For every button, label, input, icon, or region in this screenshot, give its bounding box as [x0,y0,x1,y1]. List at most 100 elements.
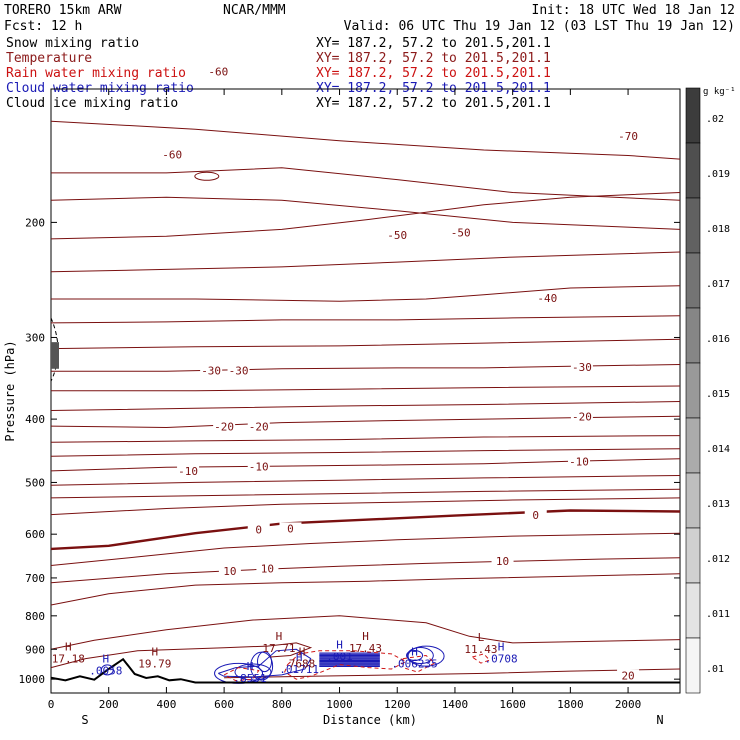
temperature-isotherm [50,532,681,566]
extremum-letter: H [336,639,343,652]
temperature-label-mask [247,523,270,536]
temperature-contours [50,120,681,679]
extremum-value: .001 [326,651,353,664]
extremum-value: .8551 [234,672,267,685]
colorbar-bin [685,417,701,474]
legend-field-name: Cloud ice mixing ratio [6,96,178,111]
temperature-isotherm-m50 [50,192,681,240]
x-tick-label: 2000 [615,698,642,711]
temperature-label: -50 [387,229,407,242]
temperature-isotherm [50,615,681,650]
legend-field-xy: XY= 187.2, 57.2 to 201.5,201.1 [316,36,551,51]
field-legend: Snow mixing ratio XY= 187.2, 57.2 to 201.… [6,36,551,111]
extremum-value: 17.43 [349,642,382,655]
extremum-letter: H [152,646,159,659]
x-tick-label: 1000 [326,698,353,711]
temperature-label-mask [247,420,270,433]
colorbar-label: .012 [706,554,730,565]
init-time: Init: 18 UTC Wed 18 Jan 12 [532,3,736,18]
y-tick-label: 300 [25,331,45,344]
temperature-isotherm [50,642,313,669]
temperature-label-mask [227,364,250,377]
rain-water-contour [472,653,491,664]
legend-field-name: Snow mixing ratio [6,36,139,51]
y-tick-label: 900 [25,643,45,656]
temperature-isotherm-0 [50,509,681,551]
temperature-label: -10 [569,455,589,468]
temperature-label: -10 [178,465,198,478]
x-tick-label: 1600 [499,698,526,711]
temperature-isotherm-m20 [50,415,681,429]
rain-water-contour [284,650,407,680]
extremum-letter: H [296,651,303,664]
rain-water-contour [402,654,436,673]
x-tick-label: 1200 [384,698,411,711]
colorbar-unit: g kg⁻¹ [703,87,736,97]
extremum-letter: H [247,660,254,673]
temperature-label: -20 [572,411,592,424]
y-tick-label: 700 [25,572,45,585]
temperature-isotherm-10 [50,557,681,584]
y-tick-label: 500 [25,476,45,489]
temperature-label-mask [207,65,230,78]
colorbar-bin [685,637,701,694]
extremum-value: .01711 [279,663,319,676]
temperature-labels: -60 -60 -70 -50 -50 -40 -30 -30 -30 -20 -20 -20 -10 -… [161,65,640,682]
temperature-label-mask [386,229,409,242]
extremum-value: .0708 [485,652,518,665]
x-tick-label: 1400 [442,698,469,711]
rain-water-contour [223,667,260,682]
plot-area: -60 -60 -70 -50 -50 -40 -30 -30 -30 -20 -20 -20 -10 -… [19,65,681,711]
cloud-water-contour [406,649,424,661]
snow-contour [50,317,59,382]
colorbar-bin [685,527,701,584]
temperature-label: 10 [261,563,274,576]
temperature-label-mask [279,522,302,535]
cloud-water-contour [406,646,434,664]
temperature-label-mask [617,669,640,682]
valid-time: Valid: 06 UTC Thu 19 Jan 12 (03 LST Thu … [344,19,735,34]
temperature-isotherm [50,401,681,411]
extremum-value: 19.79 [138,658,171,671]
temperature-label: -60 [208,66,228,79]
temperature-label: -30 [201,364,221,377]
temperature-label-mask [568,455,591,468]
cloud-water-contour [218,648,312,678]
x-tick-label: 400 [156,698,176,711]
temperature-label: 10 [496,555,509,568]
temperature-isotherm-m30 [51,364,681,372]
extremum-value: 17.18 [52,652,85,665]
cloud-water-contour [100,664,114,676]
temperature-label: -70 [618,130,638,143]
temperature-isotherm-m70 [50,120,681,160]
temperature-label: 20 [621,669,634,682]
legend-field-xy: XY= 187.2, 57.2 to 201.5,201.1 [316,51,551,66]
model-title: TORERO 15km ARW [4,3,122,18]
colorbar-label: .017 [706,279,730,290]
forecast-hour: Fcst: 12 h [4,19,82,34]
extremum-value: 17.71 [262,642,295,655]
temperature-isotherm-m60 [51,167,681,201]
temperature-isotherm-20 [224,668,681,679]
colorbar-bin [685,472,701,529]
cloud-ice-shade [51,342,59,369]
colorbar-label: .01 [706,664,724,675]
extremum-letter: H [276,630,283,643]
colorbar-label: .014 [706,444,730,455]
colorbar-label: .016 [706,334,730,345]
temperature-isotherm [50,251,681,273]
temperature-isotherm [50,196,681,230]
extremum-value: 7688 [289,658,316,671]
temperature-label-mask [247,460,270,473]
temperature-label: -30 [572,361,592,374]
temperature-isotherm [50,573,681,606]
colorbar-bin [685,582,701,639]
colorbar-bin [685,87,701,144]
extremum-letter: H [103,653,110,666]
extremum-value: 11.43 [464,643,497,656]
x-tick-label: 200 [99,698,119,711]
legend-field-xy: XY= 187.2, 57.2 to 201.5,201.1 [316,66,551,81]
y-tick-label: 200 [25,216,45,229]
